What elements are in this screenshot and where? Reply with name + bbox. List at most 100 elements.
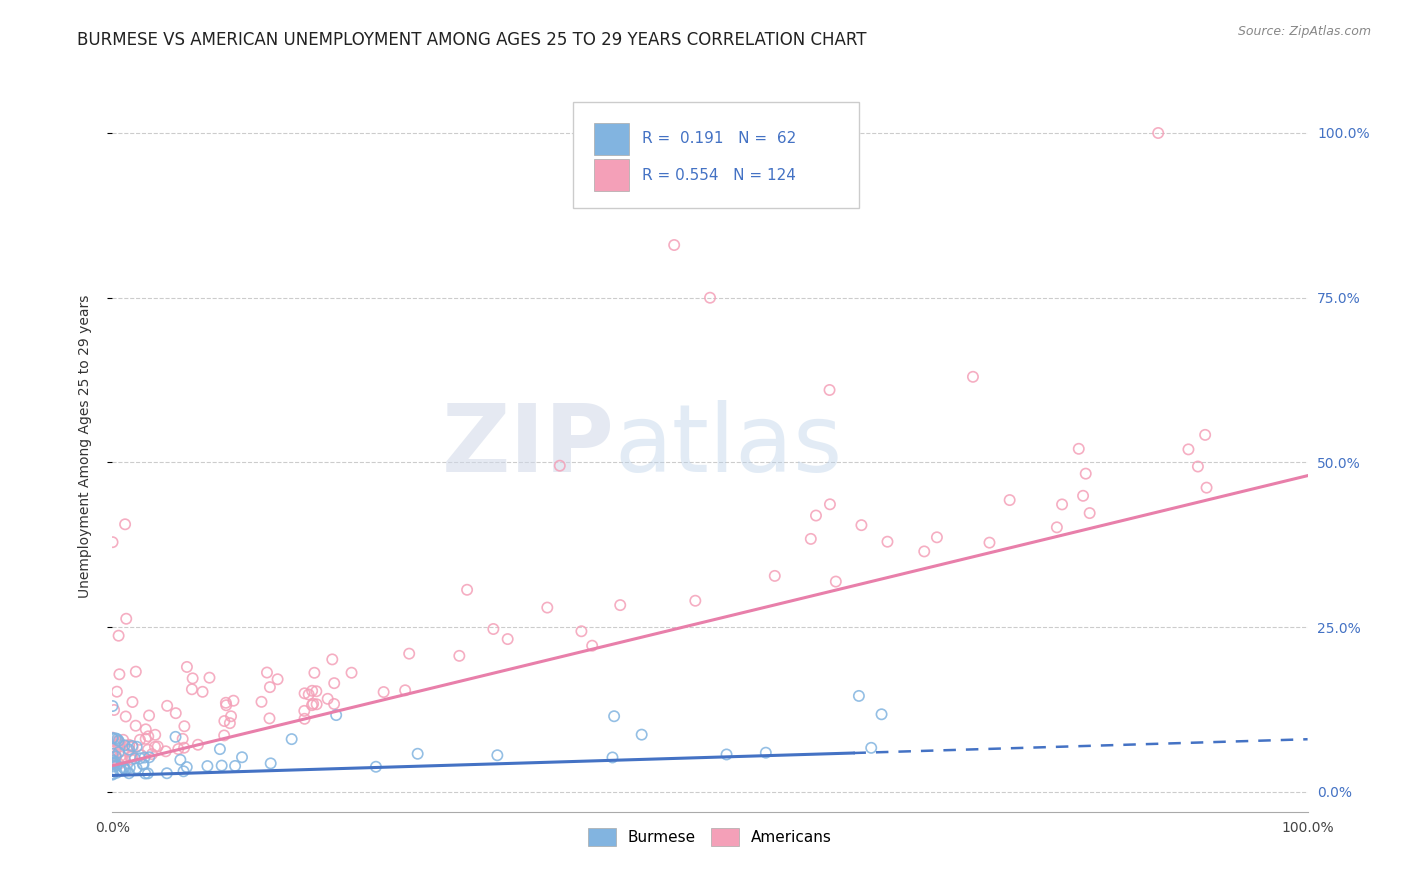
Point	[1050, 497, 1073, 511]
Point	[112, 732, 135, 747]
Point	[818, 383, 841, 397]
Point	[155, 744, 177, 758]
Point	[101, 699, 124, 714]
Point	[103, 747, 125, 761]
Point	[548, 458, 571, 473]
Point	[259, 711, 281, 725]
Point	[176, 660, 198, 674]
Point	[101, 731, 124, 746]
Point	[482, 622, 505, 636]
Point	[800, 532, 823, 546]
Point	[231, 750, 253, 764]
Point	[156, 766, 179, 780]
Point	[755, 746, 778, 760]
Point	[108, 756, 131, 771]
Point	[118, 742, 141, 756]
Point	[121, 739, 143, 753]
Point	[979, 535, 1001, 549]
Point	[571, 624, 593, 639]
Point	[536, 600, 558, 615]
Text: atlas: atlas	[614, 400, 842, 492]
Point	[321, 652, 343, 666]
Point	[804, 508, 827, 523]
Point	[141, 747, 163, 761]
Text: BURMESE VS AMERICAN UNEMPLOYMENT AMONG AGES 25 TO 29 YEARS CORRELATION CHART: BURMESE VS AMERICAN UNEMPLOYMENT AMONG A…	[77, 31, 868, 49]
Point	[136, 730, 159, 744]
Point	[125, 761, 148, 775]
Point	[187, 738, 209, 752]
Point	[699, 291, 721, 305]
Point	[118, 744, 141, 758]
Point	[143, 728, 166, 742]
Point	[496, 632, 519, 646]
Point	[486, 748, 509, 763]
Point	[101, 766, 124, 780]
Point	[146, 739, 169, 754]
Point	[114, 517, 136, 532]
Point	[101, 731, 124, 745]
Point	[456, 582, 478, 597]
Point	[129, 751, 152, 765]
Point	[107, 738, 129, 752]
Point	[256, 665, 278, 680]
Point	[107, 734, 129, 748]
Point	[716, 747, 738, 762]
Point	[138, 708, 160, 723]
Point	[860, 740, 883, 755]
Point	[851, 518, 873, 533]
Point	[167, 742, 190, 756]
Point	[664, 238, 686, 252]
Point	[685, 593, 707, 607]
Point	[294, 686, 316, 700]
Point	[218, 716, 240, 731]
Point	[211, 758, 233, 772]
Point	[114, 754, 136, 768]
Point	[1147, 126, 1170, 140]
Legend: Burmese, Americans: Burmese, Americans	[582, 822, 838, 852]
Point	[1067, 442, 1090, 456]
Point	[118, 738, 141, 752]
Point	[105, 765, 128, 780]
Point	[449, 648, 471, 663]
Point	[125, 665, 148, 679]
Point	[876, 534, 898, 549]
Point	[581, 639, 603, 653]
Point	[105, 732, 128, 747]
Point	[176, 760, 198, 774]
Point	[305, 698, 328, 712]
Point	[301, 683, 323, 698]
Point	[114, 763, 136, 777]
Point	[302, 697, 325, 711]
Point	[609, 598, 631, 612]
Point	[394, 683, 416, 698]
Point	[212, 728, 235, 742]
Point	[104, 749, 127, 764]
Point	[103, 754, 125, 768]
Point	[129, 748, 152, 763]
Point	[101, 747, 124, 761]
Point	[108, 667, 131, 681]
Point	[105, 734, 128, 748]
Point	[266, 672, 288, 686]
Point	[340, 665, 363, 680]
Point	[215, 696, 238, 710]
Point	[107, 629, 129, 643]
Point	[101, 756, 124, 770]
Point	[373, 685, 395, 699]
Point	[143, 739, 166, 754]
Point	[1177, 442, 1199, 457]
Point	[1187, 459, 1209, 474]
Point	[173, 740, 195, 755]
Point	[105, 758, 128, 772]
Point	[301, 698, 323, 713]
Point	[222, 694, 245, 708]
Point	[1194, 428, 1216, 442]
Point	[912, 544, 935, 558]
Point	[305, 684, 328, 698]
Point	[132, 757, 155, 772]
Point	[325, 708, 347, 723]
Point	[925, 530, 948, 544]
FancyBboxPatch shape	[572, 103, 859, 209]
Point	[118, 760, 141, 774]
Point	[197, 759, 219, 773]
